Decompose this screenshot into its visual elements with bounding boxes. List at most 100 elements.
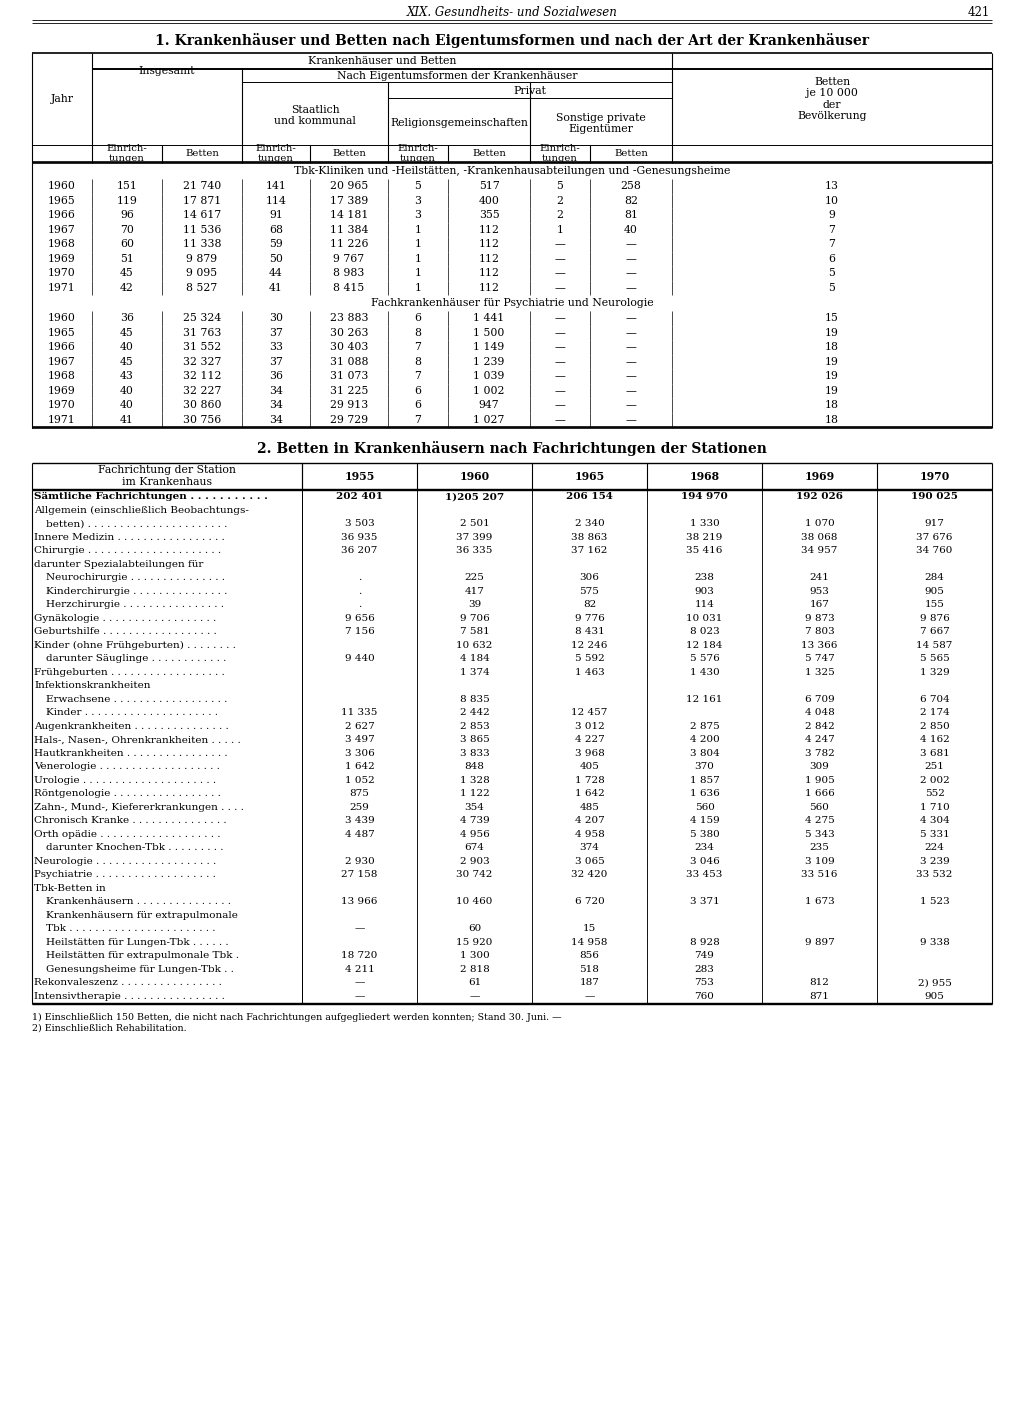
Text: 43: 43 <box>120 371 134 381</box>
Text: 81: 81 <box>624 210 638 220</box>
Text: 1966: 1966 <box>48 342 76 352</box>
Text: 45: 45 <box>120 328 134 338</box>
Text: Röntgenologie . . . . . . . . . . . . . . . . .: Röntgenologie . . . . . . . . . . . . . … <box>34 789 221 798</box>
Text: 1 328: 1 328 <box>460 776 489 785</box>
Text: 5: 5 <box>828 283 836 293</box>
Text: —: — <box>626 268 637 278</box>
Text: 82: 82 <box>624 195 638 205</box>
Text: 11 536: 11 536 <box>183 224 221 235</box>
Text: 8 835: 8 835 <box>460 695 489 704</box>
Text: 1 300: 1 300 <box>460 952 489 960</box>
Text: 241: 241 <box>810 574 829 582</box>
Text: .: . <box>357 574 361 582</box>
Text: 112: 112 <box>478 268 500 278</box>
Text: Jahr: Jahr <box>50 94 74 104</box>
Text: 1968: 1968 <box>48 240 76 250</box>
Text: 70: 70 <box>120 224 134 235</box>
Text: 68: 68 <box>269 224 283 235</box>
Text: 202 401: 202 401 <box>336 492 383 501</box>
Text: 7 803: 7 803 <box>805 628 835 636</box>
Text: 15: 15 <box>825 314 839 324</box>
Text: —: — <box>555 342 565 352</box>
Text: 3 681: 3 681 <box>920 749 949 758</box>
Text: 33 453: 33 453 <box>686 870 723 879</box>
Text: Urologie . . . . . . . . . . . . . . . . . . . . .: Urologie . . . . . . . . . . . . . . . .… <box>34 776 216 785</box>
Text: 224: 224 <box>925 843 944 852</box>
Text: 575: 575 <box>580 586 599 595</box>
Text: 3 503: 3 503 <box>345 519 375 528</box>
Text: 1965: 1965 <box>48 195 76 205</box>
Text: 3 865: 3 865 <box>460 735 489 745</box>
Text: 31 225: 31 225 <box>330 385 369 395</box>
Text: 206 154: 206 154 <box>566 492 613 501</box>
Text: 238: 238 <box>694 574 715 582</box>
Text: 40: 40 <box>624 224 638 235</box>
Text: 1960: 1960 <box>460 471 489 481</box>
Text: —: — <box>555 385 565 395</box>
Text: 31 088: 31 088 <box>330 357 369 367</box>
Text: 112: 112 <box>478 283 500 293</box>
Text: 14 587: 14 587 <box>916 641 952 649</box>
Text: 4 162: 4 162 <box>920 735 949 745</box>
Text: 20 965: 20 965 <box>330 181 368 191</box>
Text: 10 632: 10 632 <box>457 641 493 649</box>
Text: Infektionskrankheiten: Infektionskrankheiten <box>34 681 151 691</box>
Text: 37: 37 <box>269 357 283 367</box>
Text: 8 023: 8 023 <box>689 628 720 636</box>
Text: 354: 354 <box>465 803 484 812</box>
Text: 37 162: 37 162 <box>571 547 607 555</box>
Text: 1 070: 1 070 <box>805 519 835 528</box>
Text: 1970: 1970 <box>920 471 949 481</box>
Text: 1 642: 1 642 <box>345 762 375 771</box>
Text: 905: 905 <box>925 992 944 1000</box>
Text: 4 304: 4 304 <box>920 816 949 825</box>
Text: —: — <box>626 342 637 352</box>
Text: 235: 235 <box>810 843 829 852</box>
Text: 30 403: 30 403 <box>330 342 369 352</box>
Text: 5 747: 5 747 <box>805 654 835 664</box>
Text: 5: 5 <box>828 268 836 278</box>
Text: Geburtshilfe . . . . . . . . . . . . . . . . . .: Geburtshilfe . . . . . . . . . . . . . .… <box>34 628 217 636</box>
Text: 2 853: 2 853 <box>460 722 489 731</box>
Text: 2. Betten in Krankenhäusern nach Fachrichtungen der Stationen: 2. Betten in Krankenhäusern nach Fachric… <box>257 441 767 457</box>
Text: 34: 34 <box>269 400 283 410</box>
Text: —: — <box>555 328 565 338</box>
Text: 3 046: 3 046 <box>689 856 720 866</box>
Text: 871: 871 <box>810 992 829 1000</box>
Text: 6 704: 6 704 <box>920 695 949 704</box>
Text: 32 227: 32 227 <box>183 385 221 395</box>
Text: 9 706: 9 706 <box>460 614 489 622</box>
Text: 9 879: 9 879 <box>186 254 217 264</box>
Text: Betten: Betten <box>472 148 506 158</box>
Text: 234: 234 <box>694 843 715 852</box>
Text: 1 441: 1 441 <box>473 314 505 324</box>
Text: 9: 9 <box>828 210 836 220</box>
Text: 4 159: 4 159 <box>689 816 720 825</box>
Text: 11 384: 11 384 <box>330 224 369 235</box>
Text: 518: 518 <box>580 965 599 973</box>
Text: 29 729: 29 729 <box>330 415 368 425</box>
Text: 19: 19 <box>825 385 839 395</box>
Text: 59: 59 <box>269 240 283 250</box>
Text: darunter Spezialabteilungen für: darunter Spezialabteilungen für <box>34 559 204 569</box>
Text: 2 174: 2 174 <box>920 708 949 718</box>
Text: Einrich-
tungen: Einrich- tungen <box>540 144 581 163</box>
Text: Intensivtherapie . . . . . . . . . . . . . . . .: Intensivtherapie . . . . . . . . . . . .… <box>34 992 225 1000</box>
Text: 1 002: 1 002 <box>473 385 505 395</box>
Text: 1 330: 1 330 <box>689 519 720 528</box>
Text: Orth opädie . . . . . . . . . . . . . . . . . . .: Orth opädie . . . . . . . . . . . . . . … <box>34 829 220 839</box>
Text: 36: 36 <box>269 371 283 381</box>
Text: Augenkrankheiten . . . . . . . . . . . . . . .: Augenkrankheiten . . . . . . . . . . . .… <box>34 722 228 731</box>
Text: 3 065: 3 065 <box>574 856 604 866</box>
Text: 33: 33 <box>269 342 283 352</box>
Text: Gynäkologie . . . . . . . . . . . . . . . . . .: Gynäkologie . . . . . . . . . . . . . . … <box>34 614 216 622</box>
Text: 112: 112 <box>478 224 500 235</box>
Text: 7: 7 <box>415 415 422 425</box>
Text: 82: 82 <box>583 601 596 609</box>
Text: Insgesamt: Insgesamt <box>138 67 196 77</box>
Text: 4 048: 4 048 <box>805 708 835 718</box>
Text: 31 552: 31 552 <box>183 342 221 352</box>
Text: XIX. Gesundheits- und Sozialwesen: XIX. Gesundheits- und Sozialwesen <box>407 6 617 19</box>
Text: 7: 7 <box>415 342 422 352</box>
Text: 37: 37 <box>269 328 283 338</box>
